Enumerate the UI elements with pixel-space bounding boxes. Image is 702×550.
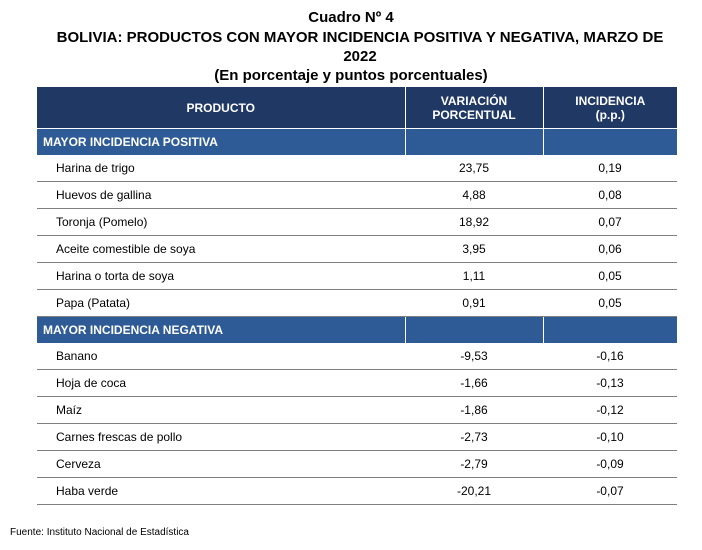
table-units: (En porcentaje y puntos porcentuales) xyxy=(214,67,488,84)
table-row: Carnes frescas de pollo -2,73 -0,10 xyxy=(37,423,677,451)
col-header-variacion-line1: VARIACIÓN xyxy=(440,93,508,108)
table-title: BOLIVIA: PRODUCTOS CON MAYOR INCIDENCIA … xyxy=(56,29,664,65)
incidence-value: 0,06 xyxy=(543,235,677,263)
table-row: Huevos de gallina 4,88 0,08 xyxy=(37,181,677,209)
variation-value: -1,86 xyxy=(405,396,543,424)
col-header-incidencia: INCIDENCIA (p.p.) xyxy=(543,87,677,129)
incidence-value: 0,05 xyxy=(543,289,677,317)
incidence-value: -0,10 xyxy=(543,423,677,451)
variation-value: -20,21 xyxy=(405,477,543,505)
product-name: Banano xyxy=(37,343,405,370)
variation-value: 3,95 xyxy=(405,235,543,263)
header-row: PRODUCTO VARIACIÓN PORCENTUAL INCIDENCIA… xyxy=(37,87,677,129)
product-name: Toronja (Pomelo) xyxy=(37,208,405,236)
incidence-value: -0,16 xyxy=(543,343,677,370)
incidence-value: -0,09 xyxy=(543,450,677,478)
variation-value: 0,91 xyxy=(405,289,543,317)
section-label-negative: MAYOR INCIDENCIA NEGATIVA xyxy=(37,316,406,343)
incidence-value: 0,05 xyxy=(543,262,677,290)
table-row: Hoja de coca -1,66 -0,13 xyxy=(37,369,677,397)
table-row: Aceite comestible de soya 3,95 0,06 xyxy=(37,235,677,263)
variation-value: 18,92 xyxy=(405,208,543,236)
section-cell xyxy=(405,128,544,155)
incidence-value: 0,07 xyxy=(543,208,677,236)
section-cell xyxy=(405,316,544,343)
product-name: Carnes frescas de pollo xyxy=(37,423,405,451)
incidence-value: 0,19 xyxy=(543,155,677,182)
table-row: Toronja (Pomelo) 18,92 0,07 xyxy=(37,208,677,236)
product-name: Aceite comestible de soya xyxy=(37,235,405,263)
table-row: Haba verde -20,21 -0,07 xyxy=(37,477,677,505)
variation-value: 4,88 xyxy=(405,181,543,209)
col-header-variacion: VARIACIÓN PORCENTUAL xyxy=(405,87,544,129)
section-negative: MAYOR INCIDENCIA NEGATIVA xyxy=(37,316,677,343)
data-table: PRODUCTO VARIACIÓN PORCENTUAL INCIDENCIA… xyxy=(37,87,677,505)
incidence-value: -0,13 xyxy=(543,369,677,397)
col-header-variacion-line2: PORCENTUAL xyxy=(432,107,516,122)
variation-value: -9,53 xyxy=(405,343,543,370)
section-cell xyxy=(543,316,677,343)
product-name: Haba verde xyxy=(37,477,405,505)
product-name: Maíz xyxy=(37,396,405,424)
col-header-incidencia-line1: INCIDENCIA xyxy=(575,93,646,108)
product-name: Hoja de coca xyxy=(37,369,405,397)
table-row: Banano -9,53 -0,16 xyxy=(37,343,677,370)
table-row: Harina o torta de soya 1,11 0,05 xyxy=(37,262,677,290)
variation-value: -2,79 xyxy=(405,450,543,478)
source-note: Fuente: Instituto Nacional de Estadístic… xyxy=(10,527,189,538)
variation-value: -2,73 xyxy=(405,423,543,451)
table-row: Maíz -1,86 -0,12 xyxy=(37,396,677,424)
section-label-positive: MAYOR INCIDENCIA POSITIVA xyxy=(37,128,406,155)
incidence-value: -0,07 xyxy=(543,477,677,505)
col-header-producto: PRODUCTO xyxy=(37,87,406,129)
product-name: Papa (Patata) xyxy=(37,289,405,317)
product-name: Cerveza xyxy=(37,450,405,478)
incidence-value: 0,08 xyxy=(543,181,677,209)
table-row: Harina de trigo 23,75 0,19 xyxy=(37,155,677,182)
section-positive: MAYOR INCIDENCIA POSITIVA xyxy=(37,128,677,155)
variation-value: 1,11 xyxy=(405,262,543,290)
table-row: Papa (Patata) 0,91 0,05 xyxy=(37,289,677,317)
table-row: Cerveza -2,79 -0,09 xyxy=(37,450,677,478)
table-number: Cuadro Nº 4 xyxy=(308,9,394,26)
variation-value: -1,66 xyxy=(405,369,543,397)
incidence-value: -0,12 xyxy=(543,396,677,424)
col-header-incidencia-line2: (p.p.) xyxy=(595,107,625,122)
product-name: Huevos de gallina xyxy=(37,181,405,209)
section-cell xyxy=(543,128,677,155)
product-name: Harina de trigo xyxy=(37,155,405,182)
variation-value: 23,75 xyxy=(405,155,543,182)
product-name: Harina o torta de soya xyxy=(37,262,405,290)
